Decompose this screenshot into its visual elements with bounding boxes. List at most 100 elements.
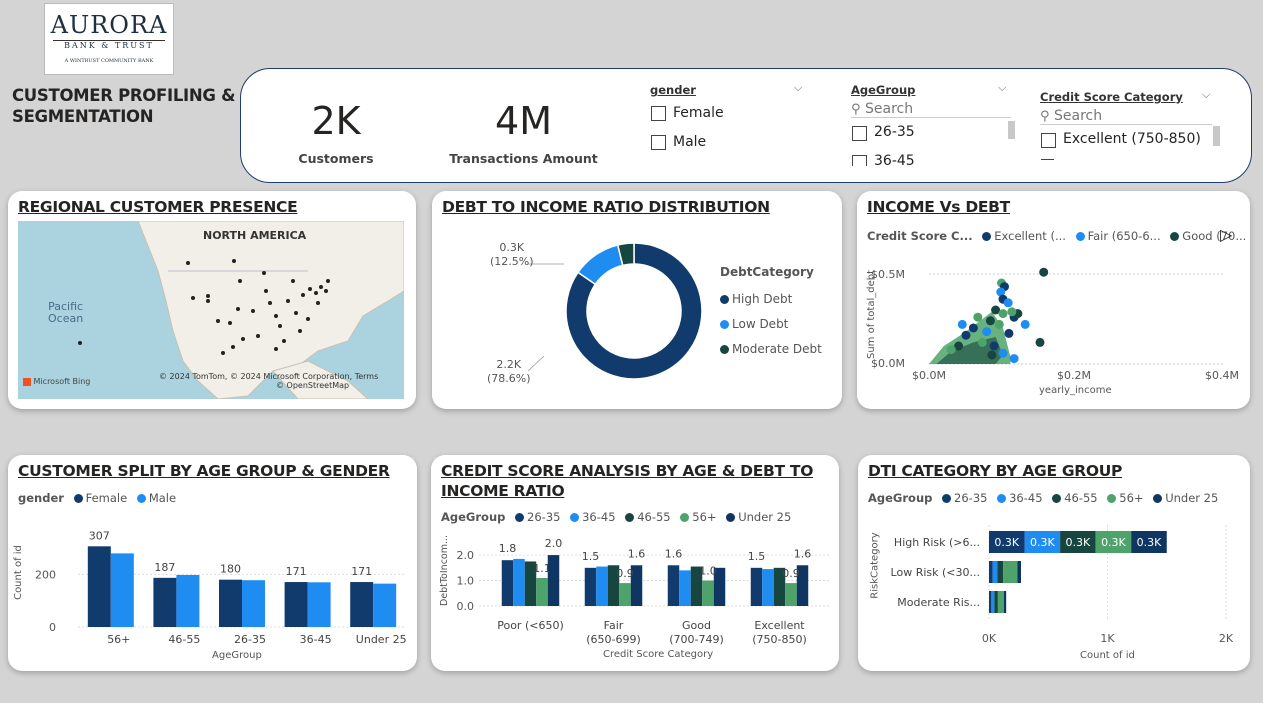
legend-label[interactable]: 36-45 — [582, 510, 616, 524]
city-dot — [228, 321, 232, 325]
scatter-chart — [929, 267, 1225, 365]
legend-dot-icon — [997, 494, 1007, 503]
logo-subtitle: BANK & TRUST — [53, 40, 165, 50]
city-dot — [256, 334, 260, 338]
data-label: 1.5 — [748, 550, 766, 563]
bing-label: Microsoft Bing — [33, 377, 91, 386]
bar-46-55 — [524, 561, 537, 606]
checkbox-female[interactable] — [651, 106, 666, 121]
slicer-item-male[interactable]: Male — [673, 134, 707, 150]
legend-label[interactable]: Excellent (... — [994, 229, 1066, 243]
legend-next-arrow-icon[interactable]: ▷ — [1220, 225, 1233, 244]
legend-item[interactable]: High Debt — [720, 287, 822, 312]
legend-label[interactable]: 36-45 — [1009, 491, 1043, 505]
income-debt-card: INCOME Vs DEBT Credit Score C... Excelle… — [857, 191, 1250, 409]
legend-dot-icon — [942, 494, 952, 503]
bar-segment-under-25 — [1003, 591, 1007, 613]
bar-56+ — [536, 578, 548, 606]
legend-label[interactable]: Female — [85, 491, 128, 505]
city-dot — [298, 329, 302, 333]
y-tick: 0 — [49, 621, 56, 634]
kpi-slicer-panel: 2K Customers 4M Transactions Amount gend… — [240, 68, 1252, 183]
city-dot — [274, 314, 278, 318]
legend-label[interactable]: 26-35 — [527, 510, 561, 524]
x-tick: (650-699) — [586, 633, 641, 646]
bar-segment-46-55 — [1060, 531, 1096, 553]
legend-dot-icon — [625, 513, 635, 522]
x-tick: $0.4M — [1205, 369, 1239, 382]
agegroup-search-input[interactable]: ⚲ Search — [851, 101, 1011, 118]
city-dot — [231, 345, 235, 349]
bar-female — [350, 582, 374, 627]
legend-item[interactable]: Low Debt — [720, 312, 822, 337]
scatter-point — [957, 319, 967, 329]
donut-legend-title: DebtCategory — [720, 265, 814, 279]
bar-segment-26-35 — [989, 561, 993, 583]
bar-36-45 — [513, 558, 525, 606]
bar-segment-56+ — [997, 591, 1004, 613]
legend-label[interactable]: Fair (650-6... — [1087, 229, 1161, 243]
city-dot — [308, 287, 312, 291]
slicer-item-female[interactable]: Female — [673, 105, 724, 121]
map-visual[interactable]: NORTH AMERICA Pacific Ocean Microsoft Bi… — [18, 221, 404, 399]
city-dot — [326, 279, 330, 283]
page-title-line2: SEGMENTATION — [12, 107, 154, 126]
legend-label[interactable]: 46-55 — [1064, 491, 1098, 505]
bar-under-25 — [547, 555, 560, 606]
legend-dot-icon — [726, 513, 736, 522]
map-terms-link[interactable]: Terms — [354, 372, 379, 381]
x-tick: 0K — [982, 632, 997, 645]
slicer-item-26-35[interactable]: 26-35 — [874, 124, 915, 140]
segment-label: 0.3K — [1066, 536, 1091, 549]
credit-search-input[interactable]: ⚲ Search — [1040, 108, 1212, 125]
bar-56+ — [785, 583, 797, 606]
credit-scrollbar[interactable] — [1213, 126, 1220, 146]
card-title: REGIONAL CUSTOMER PRESENCE — [18, 198, 298, 216]
chevron-down-icon[interactable]: ⌵ — [794, 81, 803, 94]
legend-label[interactable]: Male — [148, 491, 177, 505]
checkbox-36-45[interactable] — [852, 155, 867, 166]
legend-dot-icon — [136, 494, 146, 503]
map-ocean-line1: Pacific — [48, 300, 84, 313]
legend-label[interactable]: 56+ — [1119, 491, 1144, 505]
agegroup-scrollbar[interactable] — [1008, 121, 1015, 139]
data-label: 1.1 — [533, 562, 551, 575]
scatter-point — [991, 305, 1001, 315]
y-tick: Low Risk (<30... — [891, 566, 980, 579]
legend-label[interactable]: Under 25 — [1165, 491, 1219, 505]
scatter-point — [1007, 307, 1017, 317]
map-region-label: NORTH AMERICA — [203, 229, 307, 242]
bar-46-55 — [607, 565, 620, 606]
donut-slice-moderate-debt — [616, 242, 635, 267]
slicer-item-excellent[interactable]: Excellent (750-850) — [1063, 131, 1201, 147]
checkbox-excellent[interactable] — [1041, 133, 1056, 148]
legend-label[interactable]: 56+ — [692, 510, 717, 524]
legend-label[interactable]: Good (70... — [1182, 229, 1247, 243]
city-dot — [221, 351, 225, 355]
chevron-down-icon[interactable]: ⌵ — [1202, 88, 1211, 101]
y-tick: $0.0M — [871, 357, 905, 370]
city-dot — [236, 307, 240, 311]
legend-label[interactable]: 46-55 — [637, 510, 671, 524]
slicer-item-36-45[interactable]: 36-45 — [874, 153, 915, 168]
data-label: 0.9 — [782, 567, 800, 580]
data-label: 1.8 — [499, 542, 517, 555]
legend-item[interactable]: Moderate Debt — [720, 337, 822, 362]
data-label: 1.0 — [699, 565, 717, 578]
legend-label[interactable]: Under 25 — [738, 510, 792, 524]
checkbox-26-35[interactable] — [852, 126, 867, 141]
city-dot — [264, 289, 268, 293]
bar-male — [373, 583, 397, 627]
data-label: 307 — [89, 529, 110, 542]
bar-46-55 — [690, 566, 703, 606]
checkbox-male[interactable] — [651, 135, 666, 150]
donut-label-high-pct: (78.6%) — [487, 372, 531, 385]
city-dot — [241, 337, 245, 341]
data-label: 0.9 — [616, 567, 634, 580]
scatter-point — [994, 319, 1004, 329]
legend-label[interactable]: 26-35 — [954, 491, 988, 505]
city-dot — [206, 294, 210, 298]
data-label: 1.6 — [628, 547, 646, 560]
credit-search-placeholder: Search — [1053, 108, 1103, 124]
chevron-down-icon[interactable]: ⌵ — [998, 81, 1007, 94]
